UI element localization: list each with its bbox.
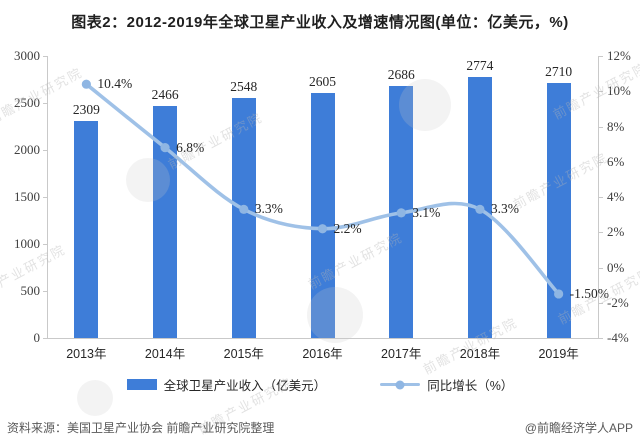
left-axis-tick-label: 0: [33, 330, 41, 345]
left-axis-line: [47, 56, 48, 338]
credit-text: @前瞻经济学人APP: [524, 421, 633, 435]
x-axis-label: 2019年: [538, 347, 579, 361]
left-axis-tick-label: 2500: [14, 95, 40, 110]
line-swatch-icon: [380, 380, 421, 389]
left-axis-tick: [43, 103, 47, 104]
bar-2016年: [310, 93, 335, 338]
left-axis-tick-label: 1500: [14, 189, 40, 204]
growth-value-label: 3.3%: [490, 201, 520, 217]
right-axis-tick-label: 4%: [607, 189, 625, 204]
legend-bar-label: 全球卫星产业收入（亿美元）: [163, 379, 327, 393]
right-axis-tick: [598, 302, 603, 304]
legend-item-revenue: 全球卫星产业收入（亿美元）: [126, 375, 327, 394]
left-axis-tick-label: 1000: [14, 236, 40, 251]
x-axis-line: [47, 338, 599, 339]
bar-value-label: 2548: [230, 79, 258, 95]
line-marker-icon: [395, 380, 405, 389]
growth-value-label: 6.8%: [176, 139, 205, 155]
right-axis-tick-label: 2%: [607, 224, 625, 240]
bar-value-label: 2466: [151, 87, 179, 103]
left-axis-tick-label: 2000: [14, 142, 40, 157]
x-axis-label: 2017年: [381, 347, 422, 361]
bar-value-label: 2710: [545, 64, 573, 80]
right-axis-tick-label: -2%: [607, 294, 629, 310]
chart-title: 图表2：2012-2019年全球卫星产业收入及增速情况图(单位：亿美元，%): [71, 14, 569, 31]
left-axis-tick: [43, 197, 47, 198]
left-axis-tick: [43, 150, 47, 151]
growth-value-label: 3.1%: [412, 204, 441, 220]
source-text: 资料来源：美国卫星产业协会 前瞻产业研究院整理: [7, 421, 275, 435]
footer: 资料来源：美国卫星产业协会 前瞻产业研究院整理 @前瞻经济学人APP: [7, 419, 633, 436]
right-axis-tick-label: 12%: [607, 48, 631, 63]
left-axis-tick: [43, 244, 47, 245]
left-axis-tick-label: 500: [20, 283, 41, 298]
right-axis-tick-label: 10%: [607, 83, 631, 99]
growth-value-label: 3.3%: [254, 201, 283, 217]
growth-value-label: -1.50%: [569, 285, 610, 301]
x-axis-label: 2016年: [302, 347, 343, 361]
right-axis-tick: [598, 56, 603, 57]
bar-2013年: [74, 120, 99, 338]
x-axis-label: 2014年: [144, 347, 186, 361]
right-axis-tick-label: -4%: [607, 330, 629, 345]
legend-line-label: 同比增长（%）: [427, 379, 514, 393]
right-axis-tick-label: 0%: [607, 259, 625, 275]
bar-value-label: 2605: [309, 74, 336, 90]
left-axis-tick: [43, 56, 47, 57]
right-axis-tick: [598, 91, 603, 93]
left-axis-tick: [43, 291, 47, 292]
left-axis-tick-label: 3000: [14, 48, 40, 63]
bar-value-label: 2309: [72, 101, 100, 117]
bar-2018年: [467, 77, 492, 338]
bar-2017年: [389, 85, 414, 338]
right-axis-tick: [598, 232, 603, 234]
left-axis-tick: [43, 338, 47, 339]
bar-swatch-icon: [126, 379, 157, 390]
x-axis-label: 2013年: [66, 347, 107, 361]
right-axis-tick: [598, 267, 603, 269]
growth-marker-2013年: [81, 79, 91, 89]
bar-2015年: [231, 98, 256, 338]
legend-item-growth: 同比增长（%）: [380, 375, 513, 394]
x-axis-label: 2018年: [459, 347, 501, 361]
growth-value-label: 2.2%: [333, 220, 362, 236]
right-axis-tick: [598, 126, 603, 128]
right-axis-tick: [598, 338, 603, 339]
bar-2019年: [546, 83, 571, 338]
bar-value-label: 2774: [466, 58, 494, 74]
x-axis-label: 2015年: [223, 347, 264, 361]
right-axis-tick-label: 6%: [607, 153, 625, 169]
legend: 全球卫星产业收入（亿美元） 同比增长（%）: [0, 375, 640, 394]
bar-value-label: 2686: [387, 66, 415, 82]
right-axis-tick: [598, 161, 603, 163]
bar-2014年: [153, 106, 178, 338]
growth-value-label: 10.4%: [97, 76, 133, 92]
right-axis-tick: [598, 197, 603, 198]
right-axis-tick-label: 8%: [607, 118, 625, 134]
